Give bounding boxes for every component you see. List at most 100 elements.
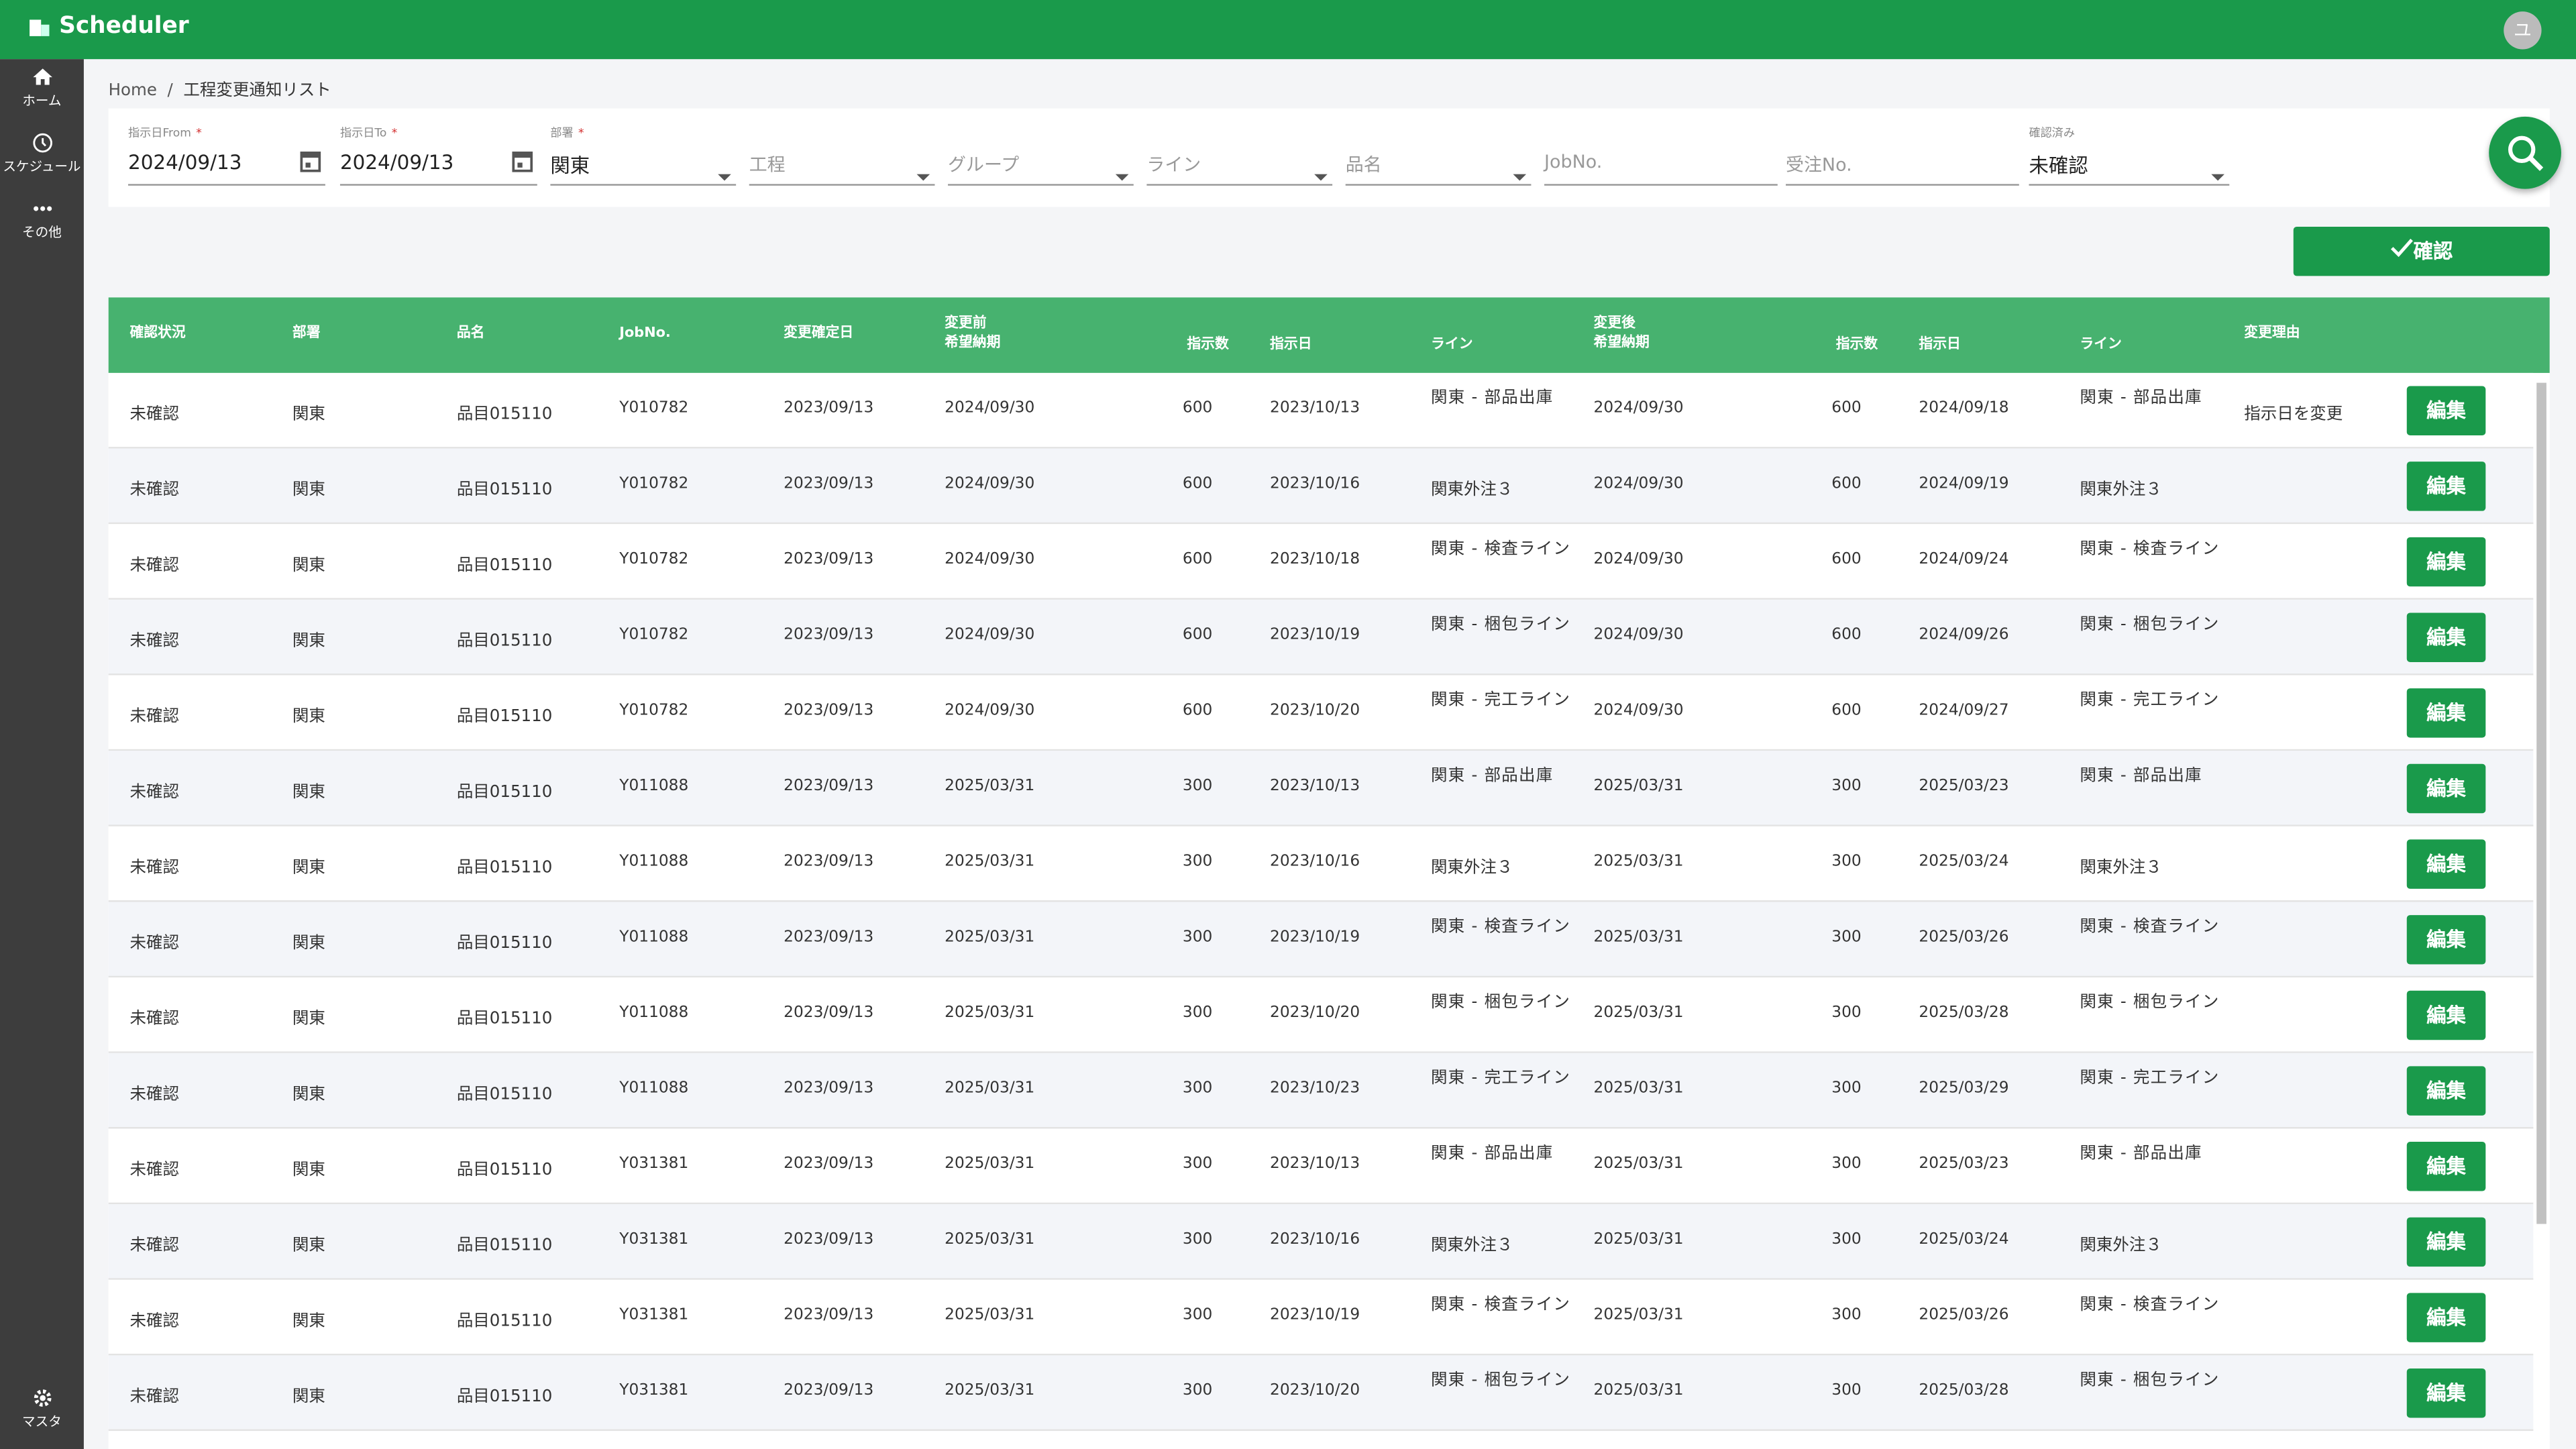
table-cell: Y011088 (619, 777, 689, 796)
table-cell: 未確認 (129, 784, 179, 802)
table-cell: 300 (1831, 1004, 1862, 1022)
nav-schedule[interactable]: スケジュール (0, 131, 84, 176)
table-cell: 300 (1182, 1381, 1213, 1400)
table-cell: 品目015110 (456, 405, 553, 424)
table-cell: 600 (1182, 399, 1213, 418)
table-cell: Y031381 (619, 1230, 689, 1249)
calendar-icon[interactable] (299, 148, 322, 180)
edit-button[interactable]: 編集 (2406, 990, 2486, 1040)
table-cell: Y031381 (619, 1305, 689, 1324)
column-header: JobNo. (619, 325, 671, 342)
table-row: 未確認 関東 品目015110 Y011088 2023/09/13 2025/03/31… (108, 1053, 2534, 1129)
breadcrumb-current: 工程変更通知リスト (183, 82, 331, 101)
table-cell: 品目015110 (456, 632, 553, 651)
required-mark: * (391, 126, 398, 140)
edit-button[interactable]: 編集 (2406, 688, 2486, 738)
breadcrumb-home[interactable]: Home (108, 82, 157, 101)
table-cell: 2025/03/31 (945, 1155, 1035, 1173)
table-cell: 2025/03/31 (945, 928, 1035, 947)
filter-field[interactable]: 品名 (1345, 109, 1532, 207)
edit-button[interactable]: 編集 (2406, 1066, 2486, 1116)
table-cell: Y010782 (619, 474, 689, 493)
edit-button[interactable]: 編集 (2406, 462, 2486, 511)
edit-button[interactable]: 編集 (2406, 1368, 2486, 1418)
dropdown-icon[interactable] (915, 158, 931, 189)
sidebar: ホーム スケジュール その他 マスタ (0, 59, 84, 1449)
search-button[interactable] (2489, 116, 2561, 189)
table-cell: 関東 (292, 405, 325, 424)
avatar[interactable]: ユ (2504, 11, 2542, 50)
table-row: 未確認 関東 品目015110 Y010782 2023/09/13 2024/09/30… (108, 675, 2534, 751)
confirm-button[interactable]: 確認 (2293, 226, 2550, 276)
filter-underline (948, 184, 1134, 186)
required-mark: * (578, 126, 584, 140)
nav-home[interactable]: ホーム (0, 66, 84, 110)
nav-label: マスタ (22, 1414, 62, 1430)
nav-master[interactable]: マスタ (0, 1387, 84, 1431)
table-cell: 未確認 (129, 1237, 179, 1256)
nav-other[interactable]: その他 (0, 197, 84, 241)
edit-button[interactable]: 編集 (2406, 1293, 2486, 1342)
table-cell: 関東 (292, 1388, 325, 1407)
table-cell: 2025/03/31 (1593, 1004, 1684, 1022)
filter-field[interactable]: グループ (948, 109, 1134, 207)
breadcrumb: Home / 工程変更通知リスト (108, 76, 331, 101)
table-cell: 600 (1831, 399, 1862, 418)
filter-field[interactable]: 確認済み 未確認 (2029, 109, 2230, 207)
column-header: 部署 (292, 325, 321, 342)
edit-button[interactable]: 編集 (2406, 1142, 2486, 1191)
table-cell: 2025/03/31 (1593, 928, 1684, 947)
table-cell: 関東 (292, 859, 325, 877)
table-cell: 関東 - 部品出庫 (2080, 389, 2202, 408)
edit-button[interactable]: 編集 (2406, 612, 2486, 662)
edit-button[interactable]: 編集 (2406, 537, 2486, 587)
table-cell: Y010782 (619, 550, 689, 569)
table-cell: 600 (1182, 701, 1213, 720)
dropdown-icon[interactable] (1511, 158, 1527, 189)
table-row: 未確認 関東 品目015110 Y011088 2023/09/13 2025/03/31… (108, 751, 2534, 826)
table-cell: 2023/09/13 (784, 399, 874, 418)
table-cell: 2025/03/31 (1593, 853, 1684, 871)
table-cell: 関東 - 梱包ライン (2080, 994, 2220, 1012)
table-cell: 関東 (292, 1161, 325, 1180)
edit-button[interactable]: 編集 (2406, 386, 2486, 435)
column-header: 確認状況 (129, 325, 186, 342)
dropdown-icon[interactable] (1114, 158, 1130, 189)
dropdown-icon[interactable] (2210, 158, 2226, 189)
filter-underline (2029, 184, 2230, 186)
edit-button[interactable]: 編集 (2406, 1217, 2486, 1267)
table-cell: 300 (1182, 1079, 1213, 1097)
edit-button[interactable]: 編集 (2406, 839, 2486, 889)
filter-field[interactable]: 工程 (749, 109, 935, 207)
table-cell: 2023/09/13 (784, 1079, 874, 1097)
table-cell: 2025/03/31 (1593, 1230, 1684, 1249)
table-cell: 2023/10/16 (1270, 853, 1360, 871)
table-cell: 未確認 (129, 1312, 179, 1331)
filter-field[interactable]: 受注No. (1786, 109, 2019, 207)
table-cell: 2024/09/30 (945, 399, 1035, 418)
filter-field[interactable]: ライン (1146, 109, 1333, 207)
table-row: 未確認 関東 品目015110 Y010782 2023/09/13 2024/09/30… (108, 524, 2534, 600)
filter-field[interactable]: JobNo. (1544, 109, 1778, 207)
dropdown-icon[interactable] (1313, 158, 1329, 189)
table-cell: 2023/09/13 (784, 550, 874, 569)
filter-value: 2024/09/13 (128, 151, 242, 174)
filter-field[interactable]: 指示日From * 2024/09/13 (128, 109, 325, 207)
edit-button[interactable]: 編集 (2406, 763, 2486, 814)
dropdown-icon[interactable] (716, 158, 733, 189)
table-cell: 300 (1831, 1381, 1862, 1400)
table-cell: 300 (1182, 1155, 1213, 1173)
table-cell: 関東 (292, 1085, 325, 1104)
table-row: 未確認 関東 品目015110 Y010782 2023/09/13 2024/09/30… (108, 372, 2534, 449)
calendar-icon[interactable] (511, 148, 534, 180)
table-cell: 関東外注３ (2080, 1237, 2162, 1256)
filter-placeholder: ライン (1146, 154, 1201, 176)
filter-field[interactable]: 指示日To * 2024/09/13 (339, 109, 537, 207)
table-cell: 2024/09/30 (1593, 626, 1684, 645)
table-cell: 2023/09/13 (784, 474, 874, 493)
edit-button[interactable]: 編集 (2406, 915, 2486, 965)
table-cell: 300 (1831, 928, 1862, 947)
table-cell: 600 (1831, 701, 1862, 720)
filter-field[interactable]: 部署 * 関東 (550, 109, 737, 207)
column-header: 指示数 (1835, 337, 1878, 354)
